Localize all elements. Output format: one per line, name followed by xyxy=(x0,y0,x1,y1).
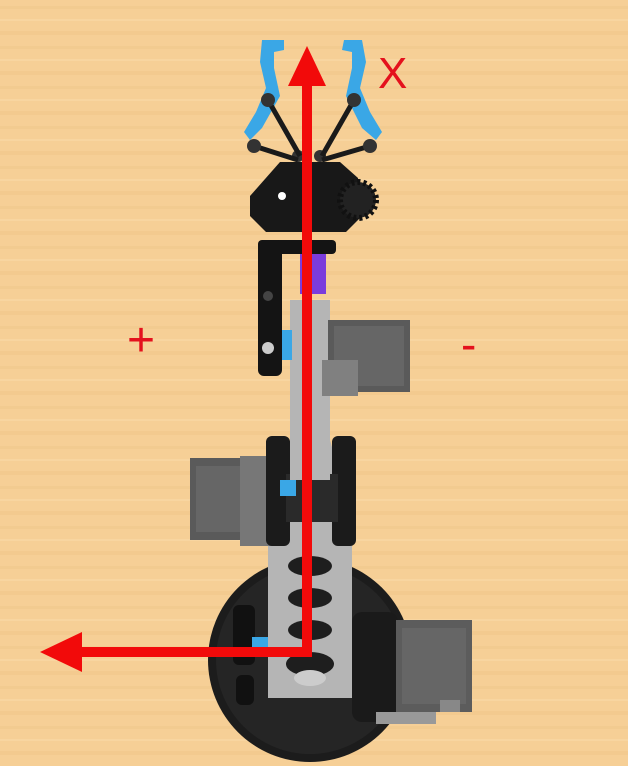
positive-direction-label: + xyxy=(127,314,156,367)
gripper-fingers xyxy=(244,40,382,163)
wrist-servo xyxy=(278,320,410,396)
x-axis-arrow xyxy=(288,46,326,654)
arrow-up-icon xyxy=(288,46,326,86)
negative-direction-label: - xyxy=(461,318,477,370)
arrow-left-icon xyxy=(40,632,82,672)
base-servo xyxy=(352,612,472,724)
y-axis-arrow xyxy=(40,632,312,672)
x-axis-label: X xyxy=(378,49,408,98)
